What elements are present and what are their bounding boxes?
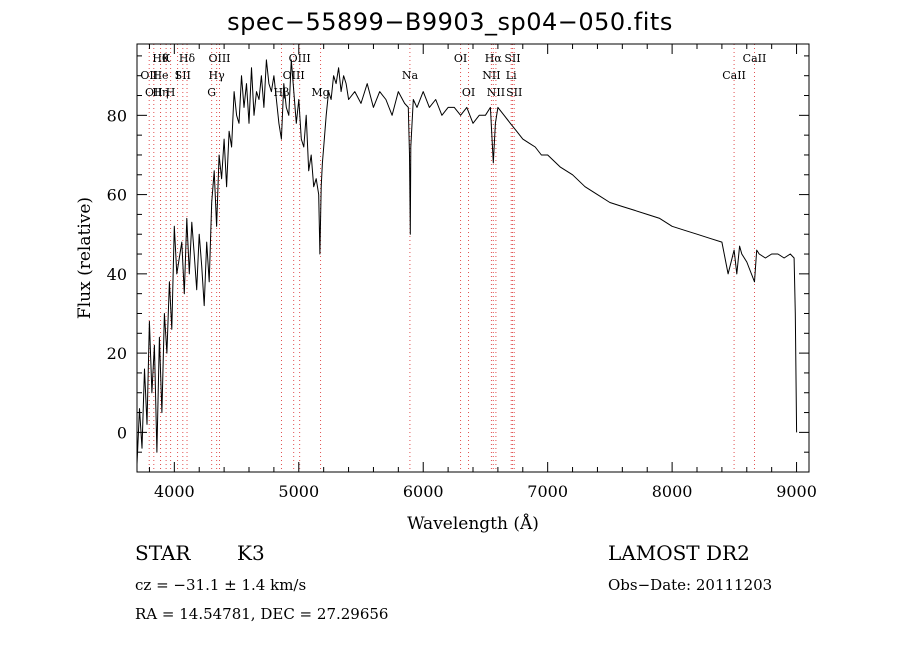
obs-date-text: Obs−Date: 20111203 bbox=[608, 576, 773, 594]
y-tick-label: 0 bbox=[117, 423, 127, 442]
line-marker-label: K bbox=[162, 52, 171, 65]
redshift-text: cz = −31.1 ± 1.4 km/s bbox=[135, 576, 307, 594]
axes-layer: 4000 5000 6000 7000 8000 9000 0 20 40 60 80 bbox=[107, 44, 817, 501]
object-class: STAR bbox=[135, 541, 191, 565]
line-marker-label: Li bbox=[506, 69, 517, 82]
spectrum-line bbox=[136, 59, 798, 465]
x-tick-label: 4000 bbox=[154, 482, 195, 501]
series-layer bbox=[136, 59, 798, 465]
line-marker-label: Hη bbox=[152, 86, 168, 99]
line-marker-label: OII bbox=[145, 86, 163, 99]
line-marker-label: SII bbox=[506, 86, 522, 99]
object-subclass: K3 bbox=[237, 541, 265, 565]
x-tick-label: 7000 bbox=[527, 482, 568, 501]
line-marker-label: OI bbox=[454, 52, 467, 65]
line-marker-label: OII bbox=[140, 69, 158, 82]
line-marker-label: SII bbox=[504, 52, 520, 65]
line-marker-label: Hα bbox=[485, 52, 503, 65]
line-marker-label: Hγ bbox=[209, 69, 226, 82]
line-marker-label: NII bbox=[482, 69, 500, 82]
line-marker-label: G bbox=[207, 86, 216, 99]
x-tick-label: 8000 bbox=[652, 482, 693, 501]
y-tick-label: 20 bbox=[107, 344, 127, 363]
x-tick-label: 9000 bbox=[776, 482, 817, 501]
line-marker-label: Na bbox=[402, 69, 419, 82]
line-marker-label: SII bbox=[175, 69, 191, 82]
line-marker-label: I bbox=[175, 69, 179, 82]
plot-frame bbox=[136, 43, 810, 473]
chart-title: spec−55899−B9903_sp04−050.fits bbox=[227, 8, 673, 36]
x-axis-label: Wavelength (Å) bbox=[407, 513, 539, 534]
coordinates-text: RA = 14.54781, DEC = 27.29656 bbox=[135, 605, 389, 623]
line-marker-label: Mg bbox=[311, 86, 329, 99]
line-marker-label: CaII bbox=[743, 52, 767, 65]
line-markers-layer bbox=[148, 44, 755, 472]
line-marker-label: OIII bbox=[208, 52, 230, 65]
line-marker-label: NII bbox=[487, 86, 505, 99]
x-tick-label: 6000 bbox=[403, 482, 444, 501]
y-tick-label: 60 bbox=[107, 186, 127, 205]
y-axis-label: Flux (relative) bbox=[75, 197, 95, 319]
survey-name: LAMOST DR2 bbox=[608, 541, 750, 565]
y-tick-label: 40 bbox=[107, 265, 127, 284]
line-marker-label: CaII bbox=[722, 69, 746, 82]
y-tick-label: 80 bbox=[107, 106, 127, 125]
line-marker-label: OI bbox=[462, 86, 475, 99]
line-marker-label: Hθ bbox=[152, 52, 169, 65]
line-marker-label: H bbox=[166, 86, 176, 99]
line-marker-label: Hδ bbox=[179, 52, 196, 65]
line-marker-label: He bbox=[152, 69, 168, 82]
line-marker-label: OIII bbox=[283, 69, 305, 82]
x-tick-label: 5000 bbox=[278, 482, 319, 501]
line-marker-label: OIII bbox=[289, 52, 311, 65]
line-marker-labels-layer: OIIOIIHθHeHηKHISIIHδGHγOIIIHβOIIIOIIIMgN… bbox=[140, 52, 766, 99]
